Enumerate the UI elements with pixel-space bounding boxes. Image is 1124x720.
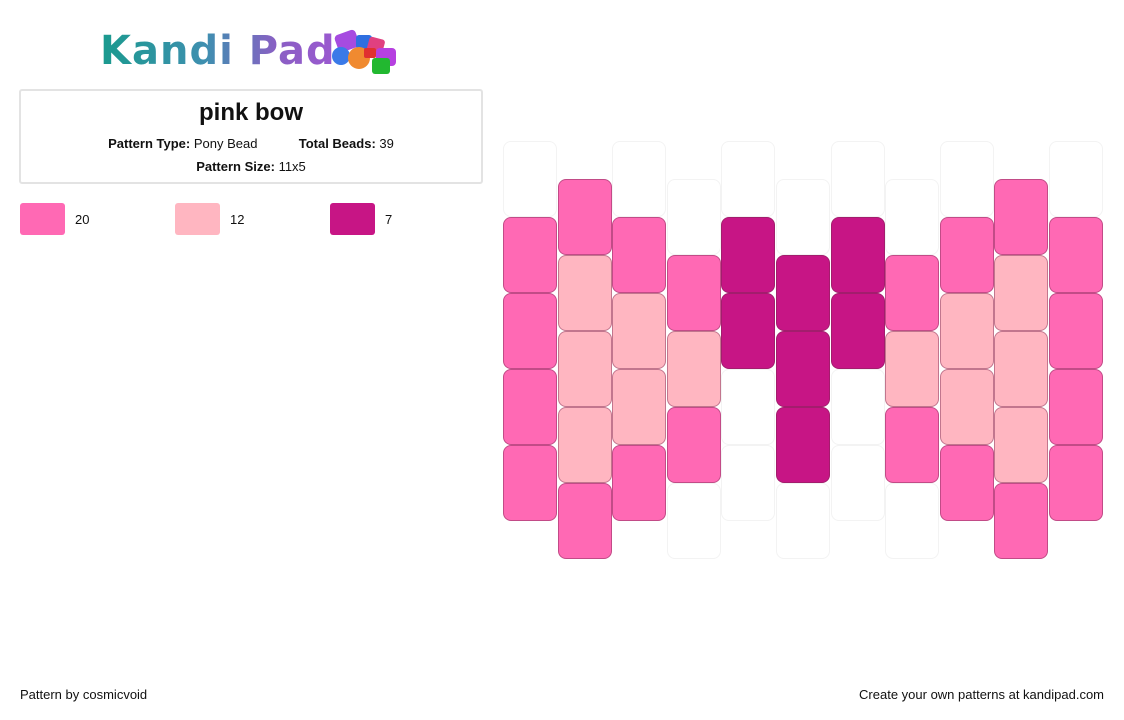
bead-empty — [885, 179, 940, 255]
bead-count: 20 — [75, 211, 90, 227]
pattern-info-card: pink bow Pattern Type: Pony Bead Total B… — [19, 89, 483, 184]
bead-magenta — [721, 293, 776, 369]
bead-magenta — [830, 293, 885, 369]
bead-light-pink — [612, 369, 667, 445]
total-beads-value: 39 — [379, 136, 394, 151]
bead-empty — [666, 179, 721, 255]
bead-empty — [830, 445, 885, 521]
bead-empty — [721, 141, 776, 217]
bead-empty — [939, 141, 994, 217]
bead-hot-pink — [503, 445, 557, 521]
beads-icon — [332, 29, 396, 74]
bead-count: 7 — [385, 211, 393, 227]
bead-hot-pink — [612, 445, 667, 521]
bead-hot-pink — [503, 217, 557, 293]
legend-item-hot-pink: 20 — [20, 203, 89, 235]
bead-hot-pink — [994, 483, 1049, 559]
bead-hot-pink — [885, 407, 940, 483]
bead-hot-pink — [666, 255, 721, 331]
bead-hot-pink — [939, 445, 994, 521]
bead-hot-pink — [557, 179, 612, 255]
bead-empty — [830, 369, 885, 445]
bead-light-pink — [557, 255, 612, 331]
logo-text: Kandi Pad — [100, 28, 336, 74]
color-legend: 20 12 7 — [20, 203, 480, 235]
bead-hot-pink — [939, 217, 994, 293]
bead-hot-pink — [503, 293, 557, 369]
pattern-meta-row: Pattern Type: Pony Bead Total Beads: 39 — [21, 136, 481, 152]
bead-magenta — [830, 217, 885, 293]
bead-light-pink — [612, 293, 667, 369]
bead-hot-pink — [612, 217, 667, 293]
pattern-size-label: Pattern Size: — [196, 159, 275, 174]
bead-light-pink — [994, 331, 1049, 407]
bead-magenta — [776, 407, 830, 483]
bead-empty — [776, 179, 830, 255]
bead-hot-pink — [1049, 369, 1103, 445]
bead-empty — [721, 445, 776, 521]
bead-light-pink — [939, 293, 994, 369]
bead-count: 12 — [230, 211, 245, 227]
pattern-credit: Pattern by cosmicvoid — [20, 687, 148, 702]
bead-light-pink — [557, 407, 612, 483]
pattern-type-label: Pattern Type: — [108, 136, 191, 151]
pattern-title: pink bow — [199, 99, 303, 126]
kandi-pad-logo[interactable]: Kandi Pad — [100, 26, 410, 76]
bead-hot-pink — [1049, 217, 1103, 293]
total-beads-label: Total Beads: — [298, 136, 376, 151]
bead-light-pink — [885, 331, 940, 407]
bead-hot-pink — [557, 483, 612, 559]
bead-light-pink — [994, 407, 1049, 483]
bead-light-pink — [666, 331, 721, 407]
bead-hot-pink — [503, 369, 557, 445]
color-swatch — [330, 203, 375, 235]
bead-hot-pink — [1049, 445, 1103, 521]
legend-item-magenta: 7 — [330, 203, 392, 235]
bead-hot-pink — [666, 407, 721, 483]
kandipad-link[interactable]: Create your own patterns at kandipad.com — [859, 687, 1104, 702]
bead-hot-pink — [885, 255, 940, 331]
bead-empty — [1049, 141, 1103, 217]
bead-magenta — [721, 217, 776, 293]
pattern-size-row: Pattern Size: 11x5 — [21, 159, 481, 175]
bead-empty — [721, 369, 776, 445]
bead-hot-pink — [994, 179, 1049, 255]
bead-empty — [503, 141, 557, 217]
bead-magenta — [776, 255, 830, 331]
legend-item-light-pink: 12 — [175, 203, 244, 235]
bead-pattern-grid — [503, 141, 1105, 561]
color-swatch — [175, 203, 220, 235]
color-swatch — [20, 203, 65, 235]
bead-empty — [612, 141, 667, 217]
bead-empty — [776, 483, 830, 559]
bead-light-pink — [994, 255, 1049, 331]
bead-empty — [830, 141, 885, 217]
pattern-size-value: 11x5 — [278, 159, 306, 174]
bead-light-pink — [557, 331, 612, 407]
bead-light-pink — [939, 369, 994, 445]
bead-magenta — [776, 331, 830, 407]
bead-hot-pink — [1049, 293, 1103, 369]
bead-empty — [666, 483, 721, 559]
pattern-type-value: Pony Bead — [193, 136, 258, 151]
bead-empty — [885, 483, 940, 559]
